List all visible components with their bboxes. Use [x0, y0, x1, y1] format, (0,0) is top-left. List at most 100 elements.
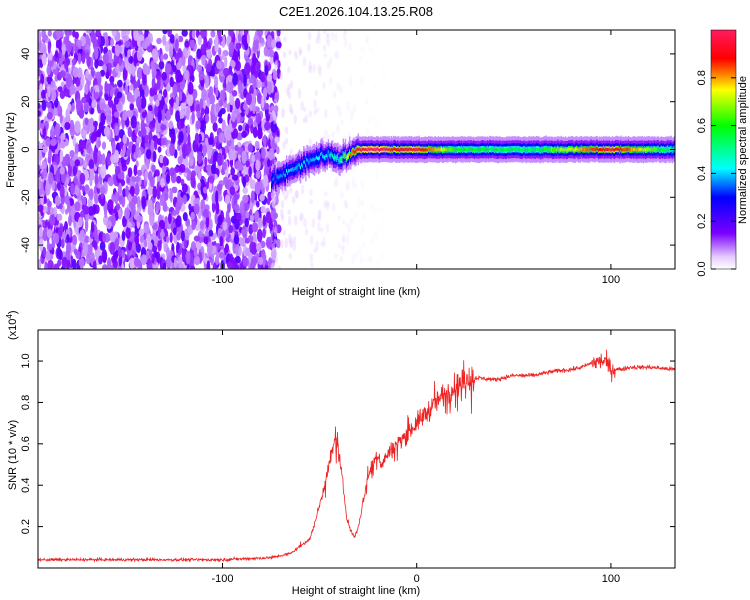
signal-cell — [289, 169, 291, 173]
noise-speckle — [148, 105, 153, 112]
signal-cell — [336, 156, 338, 160]
noise-speckle — [371, 49, 376, 57]
noise-speckle — [75, 78, 81, 87]
signal-cell — [297, 163, 300, 167]
noise-speckle — [127, 49, 131, 58]
noise-speckle — [123, 35, 128, 43]
noise-speckle — [255, 80, 262, 89]
signal-cell — [477, 148, 479, 152]
noise-speckle — [101, 153, 106, 166]
signal-cell — [611, 147, 614, 151]
noise-speckle — [50, 80, 56, 88]
noise-speckle — [324, 129, 328, 136]
signal-cell — [546, 148, 548, 152]
signal-cell — [633, 148, 635, 151]
noise-speckle — [263, 174, 269, 188]
signal-cell — [352, 150, 354, 154]
signal-cell — [331, 154, 334, 158]
noise-speckle — [59, 70, 66, 78]
noise-speckle — [102, 264, 108, 269]
noise-speckle — [100, 198, 105, 207]
noise-speckle — [273, 98, 277, 106]
signal-cell — [569, 147, 571, 151]
signal-cell — [592, 147, 594, 151]
signal-cell — [580, 147, 583, 151]
signal-cell — [327, 150, 330, 154]
signal-cell — [301, 162, 303, 167]
signal-cell — [642, 148, 645, 152]
signal-cell — [323, 155, 325, 159]
signal-cell — [474, 148, 476, 152]
noise-speckle — [334, 176, 339, 186]
noise-speckle — [58, 57, 63, 66]
noise-speckle — [43, 195, 47, 205]
noise-speckle — [280, 208, 284, 218]
signal-cell — [595, 147, 598, 151]
signal-cell — [482, 147, 484, 151]
noise-speckle — [40, 123, 45, 130]
noise-speckle — [153, 137, 158, 151]
signal-cell — [459, 147, 461, 151]
noise-speckle — [368, 46, 373, 53]
noise-speckle — [201, 88, 207, 102]
noise-speckle — [273, 30, 278, 38]
noise-speckle — [176, 175, 182, 184]
noise-speckle — [352, 165, 356, 173]
noise-speckle — [339, 85, 343, 94]
signal-cell — [500, 148, 503, 152]
signal-cell — [529, 148, 531, 152]
noise-speckle — [359, 255, 364, 264]
noise-speckle — [110, 154, 117, 164]
signal-cell — [576, 147, 578, 151]
noise-speckle — [169, 143, 176, 156]
noise-speckle — [136, 48, 143, 62]
noise-speckle — [315, 37, 319, 44]
noise-speckle — [262, 255, 266, 268]
noise-speckle — [308, 60, 312, 72]
noise-speckle — [382, 194, 386, 200]
signal-cell — [559, 148, 561, 152]
signal-cell — [532, 147, 535, 151]
signal-cell — [344, 152, 347, 156]
noise-speckle — [155, 71, 162, 81]
noise-speckle — [82, 131, 86, 141]
noise-speckle — [242, 186, 248, 195]
signal-cell — [456, 148, 459, 152]
noise-speckle — [117, 45, 123, 53]
noise-speckle — [177, 256, 183, 269]
noise-speckle — [50, 138, 57, 147]
signal-cell — [341, 158, 343, 162]
noise-speckle — [156, 138, 163, 146]
noise-speckle — [60, 238, 65, 249]
noise-speckle — [157, 240, 162, 252]
noise-speckle — [201, 54, 207, 63]
signal-cell — [348, 154, 350, 158]
signal-cell — [361, 147, 364, 151]
noise-speckle — [136, 136, 142, 144]
noise-speckle — [216, 183, 223, 191]
signal-cell — [351, 151, 353, 155]
signal-cell — [560, 147, 562, 151]
noise-speckle — [65, 73, 73, 88]
noise-speckle — [118, 207, 122, 220]
noise-speckle — [190, 170, 196, 179]
noise-speckle — [277, 265, 282, 269]
signal-cell — [443, 148, 445, 151]
noise-speckle — [380, 204, 384, 212]
noise-speckle — [208, 229, 214, 237]
noise-speckle — [298, 46, 302, 57]
noise-speckle — [90, 134, 95, 144]
signal-cell — [555, 148, 557, 152]
signal-cell — [318, 156, 320, 161]
signal-cell — [667, 147, 669, 151]
signal-cell — [424, 148, 427, 152]
signal-cell — [613, 148, 616, 152]
noise-speckle — [264, 64, 269, 77]
noise-speckle — [368, 253, 373, 263]
noise-speckle — [206, 63, 212, 73]
noise-speckle — [228, 41, 235, 54]
noise-speckle — [64, 62, 68, 70]
noise-speckle — [245, 211, 250, 218]
noise-speckle — [94, 173, 99, 186]
noise-speckle — [274, 55, 278, 62]
